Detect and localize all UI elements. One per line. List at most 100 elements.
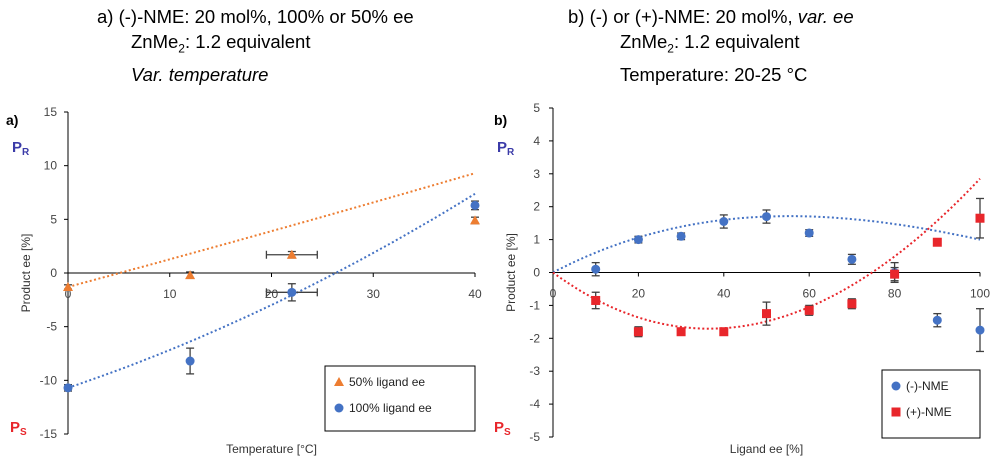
header-b-equivalent: : 1.2 equivalent [673,31,800,52]
legend-box [324,365,476,432]
y-tick-label: 15 [44,105,58,119]
x-axis-title: Temperature [°C] [226,442,317,456]
data-point [287,287,297,297]
y-tick-label: 5 [533,101,540,115]
header-a-line3: Var. temperature [131,63,269,85]
data-point [676,327,686,337]
x-tick-label: 100 [970,287,990,301]
ps-label: PS [10,419,27,438]
data-point [804,305,814,315]
y-tick-label: -15 [40,427,58,441]
data-point [975,325,985,335]
data-point [470,200,480,210]
legend: 50% ligand ee 100% ligand ee [324,365,476,432]
data-point [932,237,942,247]
legend-label: (-)-NME [906,379,949,393]
x-tick-label: 20 [265,287,279,301]
y-tick-label: 1 [533,233,540,247]
data-point [185,356,195,366]
series-0 [63,172,480,291]
y-axis-title: Product ee [%] [504,233,518,312]
header-a-reagent-sub: 2 [178,41,185,56]
y-tick-label: 2 [533,200,540,214]
legend-marker [334,403,344,413]
data-point [762,212,771,222]
header-panel-b: b) (-) or (+)-NME: 20 mol%, var. ee ZnMe… [568,4,854,87]
legend: (-)-NME (+)-NME [881,369,981,439]
x-tick-label: 40 [717,287,731,301]
x-tick-label: 80 [888,287,902,301]
header-a-line1: a) (-)-NME: 20 mol%, 100% or 50% ee [97,6,414,27]
y-tick-label: -3 [529,364,540,378]
trend-line [67,172,476,288]
data-point [185,270,196,280]
pr-label: PR [497,139,515,158]
series-1 [552,178,985,338]
y-tick-label: -2 [529,331,540,345]
y-tick-label: 10 [44,159,58,173]
data-point [633,327,643,337]
legend-marker [891,407,901,417]
x-axis-title: Ligand ee [%] [730,442,803,456]
chart-panel-a: -15 -10 -5 0 5 10 15 0 10 20 30 40 Temperature [°C] P… [6,105,482,456]
data-point [591,264,601,274]
x-tick-label: 20 [632,287,646,301]
data-point [63,281,73,291]
header-a-equivalent: : 1.2 equivalent [184,31,311,52]
header-b-reagent: ZnMe [620,31,668,52]
x-tick-label: 10 [163,287,177,301]
data-point [847,254,857,264]
header-b-line3: Temperature: 20-25 °C [620,63,808,85]
data-point [719,327,729,337]
data-point [286,249,297,259]
header-panel-a: a) (-)-NME: 20 mol%, 100% or 50% ee ZnMe… [97,4,414,87]
legend-label: 50% ligand ee [349,375,425,389]
y-tick-label: -1 [529,298,540,312]
x-tick-label: 0 [550,287,557,301]
x-tick-label: 30 [367,287,381,301]
legend-label: 100% ligand ee [349,401,432,415]
x-tick-label: 60 [803,287,817,301]
data-point [591,295,601,305]
panel-label: a) [6,112,18,128]
y-tick-label: -5 [529,430,540,444]
y-tick-label: 0 [50,266,57,280]
data-point [63,383,73,393]
legend-marker [891,381,901,391]
data-point [975,213,985,223]
x-tick-label: 40 [468,287,482,301]
data-point [804,228,814,238]
y-tick-label: -10 [40,373,58,387]
data-point [676,231,686,241]
header-a-reagent: ZnMe [131,31,179,52]
legend-label: (+)-NME [906,405,952,419]
y-tick-label: 5 [50,212,57,226]
legend-box [881,369,981,439]
y-tick-label: 4 [533,134,540,148]
y-tick-label: -5 [46,320,57,334]
x-tick-label: 0 [65,287,72,301]
chart-panel-b: -5 -4 -3 -2 -1 0 1 2 3 4 5 0 20 40 60 80 100 Ligand ee [%… [494,101,990,456]
series-0 [552,209,985,353]
trend-line [67,192,476,389]
y-tick-label: -4 [529,397,540,411]
data-point [847,299,857,309]
y-tick-label: 3 [533,167,540,181]
pr-label: PR [12,139,30,158]
trend-line [552,215,981,274]
series-1 [63,192,480,393]
data-point [633,235,643,245]
data-point [932,315,942,325]
ps-label: PS [494,419,511,438]
y-tick-label: 0 [533,266,540,280]
header-b-line1: b) (-) or (+)-NME: 20 mol%, [568,6,798,27]
header-b-line1-italic: var. ee [797,6,854,27]
panel-label: b) [494,112,507,128]
y-axis-title: Product ee [%] [19,234,33,313]
data-point [762,309,771,319]
data-point [719,217,729,227]
data-point [890,269,900,279]
data-point [470,215,480,225]
legend-marker [334,377,344,386]
